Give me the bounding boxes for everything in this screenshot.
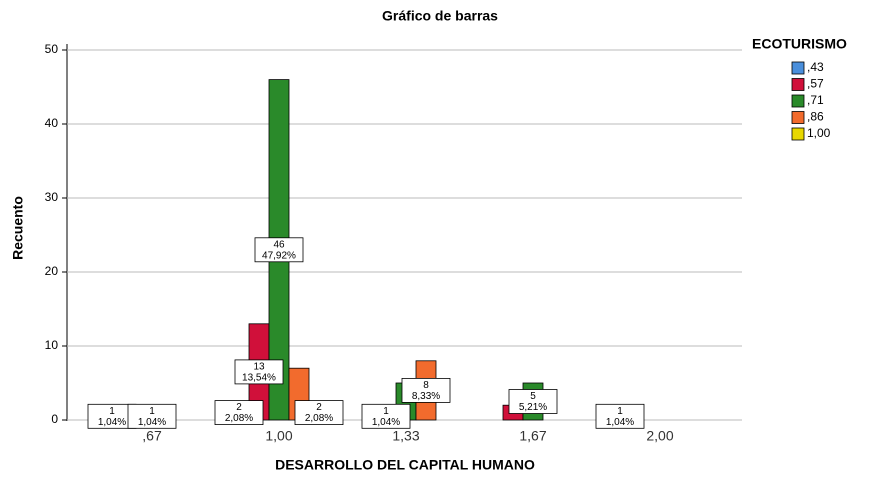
data-label-percent: 1,04% <box>606 417 634 428</box>
data-label-box <box>214 400 264 426</box>
data-label-box <box>234 359 284 385</box>
data-label: 11,04% <box>127 403 177 429</box>
y-tick-label: 30 <box>45 190 59 204</box>
data-label-count: 5 <box>530 391 536 402</box>
y-tick-label: 0 <box>51 412 58 426</box>
x-axis-label: DESARROLLO DEL CAPITAL HUMANO <box>275 457 535 473</box>
data-label-percent: 8,33% <box>412 391 440 402</box>
data-label-count: 46 <box>273 239 285 250</box>
chart-title: Gráfico de barras <box>382 8 498 24</box>
data-label-percent: 1,04% <box>138 417 166 428</box>
data-label: 55,21% <box>508 389 558 414</box>
legend-swatch <box>791 78 805 91</box>
legend-label: ,57 <box>807 77 824 91</box>
legend-label: ,43 <box>807 60 824 74</box>
data-label-percent: 1,04% <box>98 417 126 428</box>
data-label-percent: 5,21% <box>519 402 547 413</box>
y-axis-label: Recuento <box>10 196 26 260</box>
legend-label: ,86 <box>807 110 824 124</box>
legend-swatch <box>791 61 805 75</box>
legend-label: ,71 <box>807 93 824 107</box>
data-label: 22,08% <box>214 400 264 426</box>
data-label-percent: 13,54% <box>242 373 276 384</box>
legend-title: ECOTURISMO <box>752 36 847 52</box>
legend-swatch <box>791 94 805 108</box>
data-label: 11,04% <box>595 403 645 429</box>
data-label-percent: 2,08% <box>225 413 253 424</box>
data-label-box <box>361 403 411 429</box>
data-label-percent: 47,92% <box>262 250 296 261</box>
data-label-count: 1 <box>149 406 155 417</box>
data-label-box <box>508 389 558 414</box>
data-label-box <box>401 377 451 403</box>
x-tick-label: 1,00 <box>265 428 292 444</box>
data-label-count: 2 <box>236 402 242 413</box>
x-tick-label: ,67 <box>142 428 162 444</box>
data-label-box <box>127 403 177 429</box>
y-tick-label: 50 <box>45 42 59 56</box>
data-label: 88,33% <box>401 377 451 403</box>
x-tick-label: 2,00 <box>646 428 673 444</box>
data-label-percent: 1,04% <box>372 417 400 428</box>
data-label: 22,08% <box>294 400 344 426</box>
legend-swatch <box>791 127 805 141</box>
data-label-box <box>254 237 304 263</box>
y-tick-label: 10 <box>45 338 59 352</box>
data-label-count: 1 <box>617 406 623 417</box>
data-label-count: 13 <box>253 362 265 373</box>
legend-label: 1,00 <box>807 126 831 140</box>
data-label-box <box>294 400 344 426</box>
data-label-percent: 2,08% <box>305 413 333 424</box>
data-label-count: 1 <box>383 406 389 417</box>
data-label-count: 1 <box>109 406 115 417</box>
y-tick-label: 40 <box>45 116 59 130</box>
legend-swatch <box>791 111 805 124</box>
data-label-count: 8 <box>423 380 429 391</box>
data-label-box <box>595 403 645 429</box>
y-tick-label: 20 <box>45 264 59 278</box>
data-label-count: 2 <box>316 402 322 413</box>
data-label: 11,04% <box>361 403 411 429</box>
x-tick-label: 1,33 <box>392 428 419 444</box>
x-tick-label: 1,67 <box>519 428 546 444</box>
